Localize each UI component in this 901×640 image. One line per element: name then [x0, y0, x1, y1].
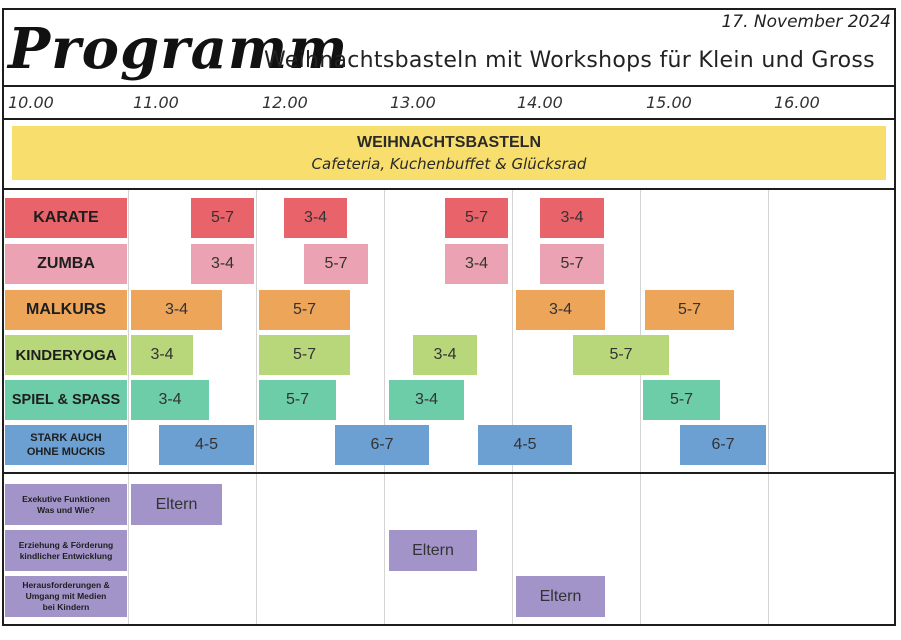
schedule-block: 5-7 — [645, 290, 734, 330]
row-label-karate: KARATE — [5, 198, 127, 238]
header-divider — [2, 85, 896, 87]
row-label-line: OHNE MUCKIS — [26, 446, 106, 458]
parents-divider — [2, 472, 896, 474]
grid-line-12 — [256, 190, 257, 472]
row-label-kinderyoga: KINDERYOGA — [5, 335, 127, 375]
schedule-block: 5-7 — [259, 290, 350, 330]
time-label: 15.00 — [646, 93, 692, 112]
schedule-block: 5-7 — [573, 335, 669, 375]
program-heading: Programm — [8, 16, 349, 82]
grid-line-11-lower — [128, 474, 129, 624]
timeline-divider — [2, 118, 896, 120]
schedule-block: 3-4 — [284, 198, 347, 238]
all-day-banner: WEIHNACHTSBASTELN Cafeteria, Kuchenbuffe… — [12, 126, 886, 180]
eltern-block: Eltern — [131, 484, 222, 525]
row-label-malkurs: MALKURS — [5, 290, 127, 330]
time-label: 12.00 — [262, 93, 308, 112]
banner-divider — [2, 188, 896, 190]
parent-topic-exekutive-funktionen: Exekutive Funktionen Was und Wie? — [5, 484, 127, 525]
event-date: 17. November 2024 — [721, 12, 891, 32]
time-label: 13.00 — [390, 93, 436, 112]
parent-topic-line: kindlicher Entwicklung — [19, 550, 113, 561]
schedule-block: 3-4 — [131, 380, 209, 420]
banner-subtitle: Cafeteria, Kuchenbuffet & Glücksrad — [311, 155, 587, 173]
row-label-stark-auch-ohne-muckis: STARK AUCH OHNE MUCKIS — [5, 425, 127, 465]
grid-line-14-lower — [512, 474, 513, 624]
time-label: 14.00 — [517, 93, 563, 112]
grid-line-16 — [768, 190, 769, 472]
parent-topic-line: Exekutive Funktionen — [22, 493, 110, 504]
parent-topic-erziehung-foerderung: Erziehung & Förderung kindlicher Entwick… — [5, 530, 127, 571]
schedule-block: 5-7 — [191, 198, 254, 238]
banner-title: WEIHNACHTSBASTELN — [357, 134, 541, 151]
time-label: 11.00 — [133, 93, 179, 112]
event-subtitle: Weihnachtsbasteln mit Workshops für Klei… — [264, 48, 875, 73]
schedule-block: 5-7 — [259, 380, 336, 420]
grid-line-14 — [512, 190, 513, 472]
grid-line-13-lower — [384, 474, 385, 624]
schedule-block: 3-4 — [131, 335, 193, 375]
schedule-block: 4-5 — [159, 425, 254, 465]
row-label-spiel-spass: SPIEL & SPASS — [5, 380, 127, 420]
schedule-block: 3-4 — [516, 290, 605, 330]
schedule-block: 5-7 — [304, 244, 368, 284]
time-label: 16.00 — [774, 93, 820, 112]
schedule-block: 3-4 — [389, 380, 464, 420]
grid-line-16-lower — [768, 474, 769, 624]
schedule-block: 3-4 — [445, 244, 508, 284]
time-label: 10.00 — [8, 93, 54, 112]
schedule-frame — [2, 8, 896, 626]
parent-topic-line: Umgang mit Medien — [25, 591, 107, 601]
grid-line-15-lower — [640, 474, 641, 624]
parent-topic-line: Herausforderungen & — [22, 580, 110, 590]
eltern-block: Eltern — [389, 530, 477, 571]
grid-line-11 — [128, 190, 129, 472]
row-label-line: STARK AUCH — [30, 432, 102, 444]
schedule-block: 3-4 — [413, 335, 477, 375]
schedule-block: 6-7 — [680, 425, 766, 465]
parent-topic-line: bei Kindern — [42, 602, 90, 612]
parent-topic-medien: Herausforderungen & Umgang mit Medien be… — [5, 576, 127, 617]
grid-line-13 — [384, 190, 385, 472]
grid-line-12-lower — [256, 474, 257, 624]
eltern-block: Eltern — [516, 576, 605, 617]
parent-topic-line: Erziehung & Förderung — [18, 539, 114, 550]
schedule-block: 5-7 — [445, 198, 508, 238]
grid-line-15 — [640, 190, 641, 472]
schedule-block: 5-7 — [540, 244, 604, 284]
schedule-block: 4-5 — [478, 425, 572, 465]
schedule-block: 3-4 — [540, 198, 604, 238]
parent-topic-line: Was und Wie? — [37, 504, 95, 515]
schedule-block: 6-7 — [335, 425, 429, 465]
schedule-block: 3-4 — [191, 244, 254, 284]
schedule-block: 5-7 — [643, 380, 720, 420]
schedule-block: 3-4 — [131, 290, 222, 330]
row-label-zumba: ZUMBA — [5, 244, 127, 284]
schedule-block: 5-7 — [259, 335, 350, 375]
